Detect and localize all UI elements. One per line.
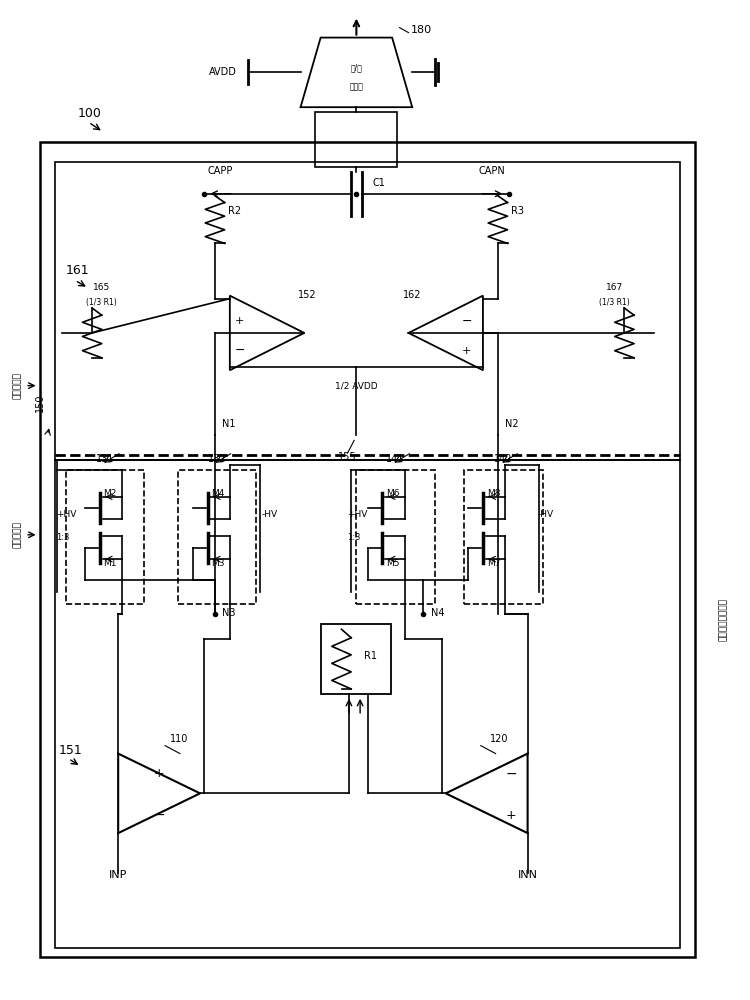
Text: 142: 142 [494,454,513,464]
Text: C1: C1 [373,178,386,188]
Text: 1/2 AVDD: 1/2 AVDD [335,381,378,390]
Text: INP: INP [109,870,128,880]
Text: 141: 141 [386,454,405,464]
Text: 可编程增益放大器: 可编程增益放大器 [719,598,728,641]
Text: N1: N1 [223,419,236,429]
Bar [40,142,695,957]
Text: N3: N3 [223,608,236,618]
Text: +: + [462,346,472,356]
Text: 132: 132 [208,454,226,464]
Text: +: + [153,767,164,780]
Text: (1/3 R1): (1/3 R1) [599,298,630,307]
Text: M1: M1 [104,559,117,568]
Text: 100: 100 [77,107,101,120]
Text: CAPP: CAPP [208,166,232,176]
Text: 152: 152 [298,290,317,300]
Text: 155: 155 [338,452,356,462]
Text: 110: 110 [170,734,189,744]
Text: R2: R2 [228,206,242,216]
Text: -HV: -HV [537,510,554,519]
Text: M4: M4 [211,489,224,498]
Text: 1:3: 1:3 [346,533,360,542]
Text: M3: M3 [211,559,225,568]
Text: R3: R3 [512,206,524,216]
Text: N2: N2 [506,419,519,429]
Bar [321,624,392,694]
Text: M5: M5 [386,559,400,568]
Text: 162: 162 [403,290,421,300]
Text: 151: 151 [58,744,82,757]
Text: 165: 165 [93,283,110,292]
Text: +HV: +HV [56,510,76,519]
Text: M8: M8 [487,489,500,498]
Text: 150: 150 [35,394,45,412]
Bar [55,460,680,948]
Text: +: + [235,316,244,326]
Text: −: − [506,766,517,780]
Text: 180: 180 [411,25,432,35]
Text: 167: 167 [606,283,623,292]
Text: M6: M6 [386,489,400,498]
Text: 161: 161 [66,264,90,277]
Text: +HV: +HV [346,510,367,519]
Text: 1:3: 1:3 [56,533,70,542]
Text: CAPN: CAPN [478,166,506,176]
Text: 转换器: 转换器 [350,83,363,92]
Text: (1/3 R1): (1/3 R1) [86,298,117,307]
Text: AVDD: AVDD [209,67,237,77]
Text: 120: 120 [490,734,509,744]
Text: 较高电压域: 较高电压域 [13,521,22,548]
Text: 模/数: 模/数 [350,63,362,72]
Text: M2: M2 [104,489,117,498]
Text: INN: INN [518,870,538,880]
Text: −: − [462,314,472,327]
Text: −: − [235,344,245,357]
Bar [316,112,398,167]
Text: +: + [506,809,516,822]
Text: N4: N4 [430,608,444,618]
Bar [356,470,434,604]
Text: 较低电压域: 较低电压域 [13,372,22,399]
Bar [55,162,680,460]
Bar [464,470,542,604]
Text: M7: M7 [487,559,500,568]
Text: −: − [153,808,165,822]
Bar [178,470,256,604]
Text: R1: R1 [364,651,376,661]
Text: -HV: -HV [262,510,278,519]
Bar [66,470,144,604]
Text: 131: 131 [96,454,114,464]
